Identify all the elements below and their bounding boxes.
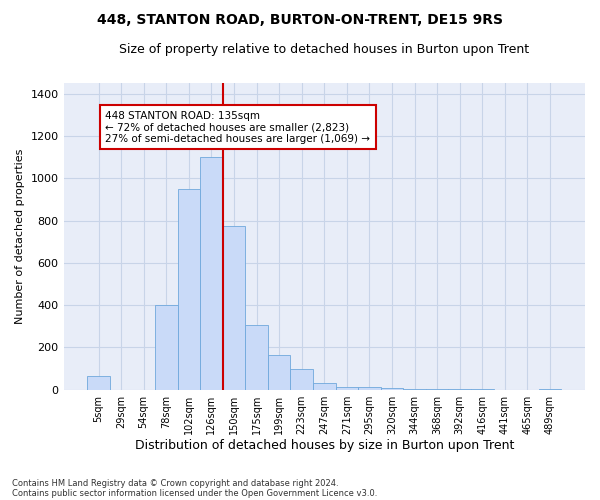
Bar: [539, 388, 561, 390]
Bar: [358, 387, 381, 390]
Text: 448, STANTON ROAD, BURTON-ON-TRENT, DE15 9RS: 448, STANTON ROAD, BURTON-ON-TRENT, DE15…: [97, 12, 503, 26]
Bar: [381, 388, 403, 390]
Bar: [268, 355, 290, 390]
Y-axis label: Number of detached properties: Number of detached properties: [15, 148, 25, 324]
Bar: [155, 305, 178, 390]
Bar: [335, 386, 358, 390]
Bar: [178, 189, 200, 390]
Bar: [403, 388, 426, 390]
Text: 448 STANTON ROAD: 135sqm
← 72% of detached houses are smaller (2,823)
27% of sem: 448 STANTON ROAD: 135sqm ← 72% of detach…: [106, 110, 370, 144]
Bar: [87, 376, 110, 390]
Text: Contains HM Land Registry data © Crown copyright and database right 2024.: Contains HM Land Registry data © Crown c…: [12, 478, 338, 488]
Title: Size of property relative to detached houses in Burton upon Trent: Size of property relative to detached ho…: [119, 42, 529, 56]
Bar: [200, 157, 223, 390]
Bar: [245, 325, 268, 390]
Bar: [290, 368, 313, 390]
Bar: [426, 389, 448, 390]
Bar: [313, 384, 335, 390]
Text: Contains public sector information licensed under the Open Government Licence v3: Contains public sector information licen…: [12, 488, 377, 498]
Bar: [223, 226, 245, 390]
X-axis label: Distribution of detached houses by size in Burton upon Trent: Distribution of detached houses by size …: [134, 440, 514, 452]
